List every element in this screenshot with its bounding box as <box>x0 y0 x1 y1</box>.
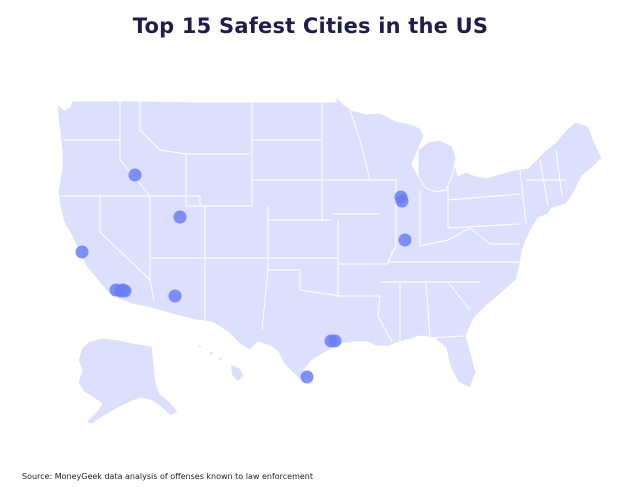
city-marker <box>75 245 89 259</box>
city-marker <box>116 283 130 297</box>
border-mn-wi <box>349 109 371 181</box>
border-mo <box>337 220 388 296</box>
map-title: Top 15 Safest Cities in the US <box>132 14 489 38</box>
border-ky-wv <box>419 227 471 247</box>
border-ut-co <box>199 196 206 258</box>
city-marker <box>395 194 409 208</box>
border-ny-new-england <box>519 169 527 225</box>
border-pa-ny <box>447 193 521 201</box>
border-nv-ut <box>149 196 155 301</box>
border-ok-tx <box>268 269 341 297</box>
border-al-ga <box>425 281 431 339</box>
border-ca-nv <box>99 196 151 281</box>
land-group <box>56 94 603 425</box>
city-marker <box>300 370 314 384</box>
source-note: Source: MoneyGeek data analysis of offen… <box>22 472 314 481</box>
border-pa-nj <box>447 223 521 229</box>
hawaii-shape <box>194 341 245 383</box>
contiguous-us-shape <box>56 94 603 389</box>
city-markers <box>75 168 412 384</box>
city-marker <box>328 334 342 348</box>
city-marker <box>398 233 412 247</box>
michigan-peninsula-shape <box>417 139 457 193</box>
alaska-shape <box>77 337 179 425</box>
border-id-mt <box>139 101 187 155</box>
border-ar-la <box>338 295 393 343</box>
city-marker <box>173 210 187 224</box>
border-wa-id <box>119 101 151 197</box>
city-marker <box>128 168 142 182</box>
border-ga-sc <box>447 281 471 311</box>
border-ga-fl <box>429 335 465 339</box>
border-new-england <box>526 149 566 207</box>
city-marker <box>168 289 182 303</box>
border-va-wv <box>469 227 520 245</box>
state-borders <box>60 101 566 343</box>
